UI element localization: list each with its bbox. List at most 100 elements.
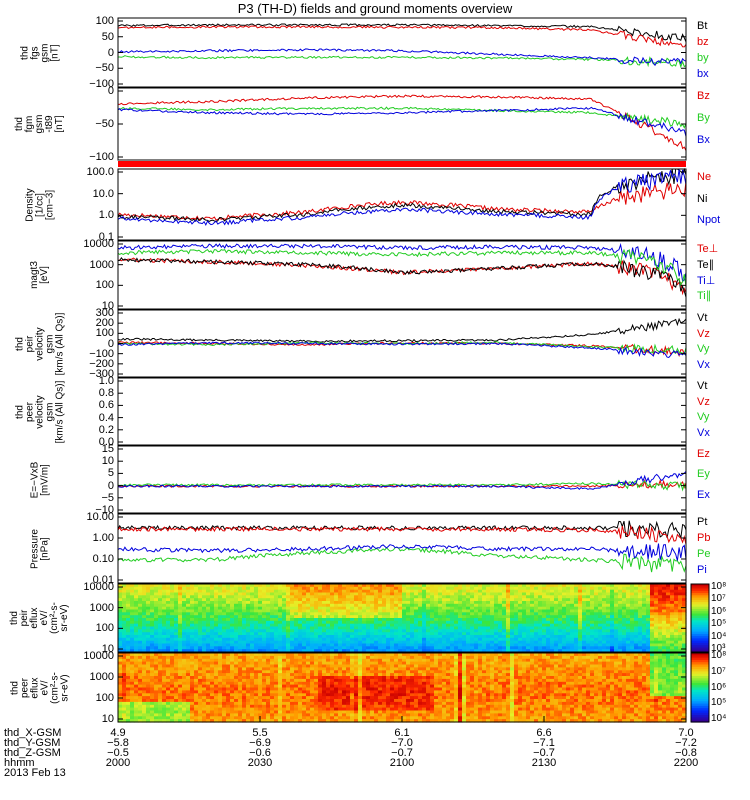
heatmap-cell	[262, 684, 267, 689]
heatmap-cell	[382, 609, 387, 613]
heatmap-cell	[550, 635, 555, 639]
heatmap-cell	[346, 707, 351, 712]
heatmap-cell	[262, 598, 267, 602]
heatmap-cell	[126, 623, 131, 628]
heatmap-cell	[206, 701, 211, 706]
heatmap-cell	[446, 601, 451, 605]
heatmap-cell	[146, 699, 151, 703]
heatmap-cell	[262, 584, 267, 588]
heatmap-cell	[562, 612, 567, 616]
heatmap-cell	[538, 603, 543, 608]
heatmap-cell	[382, 637, 387, 642]
heatmap-cell	[294, 649, 299, 653]
heatmap-cell	[558, 601, 563, 605]
heatmap-cell	[254, 643, 259, 647]
heatmap-cell	[638, 606, 643, 611]
heatmap-cell	[186, 606, 191, 611]
heatmap-cell	[310, 598, 315, 602]
heatmap-cell	[134, 623, 139, 628]
heatmap-cell	[190, 719, 195, 723]
heatmap-cell	[146, 623, 151, 628]
heatmap-cell	[242, 664, 247, 668]
heatmap-cell	[346, 646, 351, 650]
heatmap-cell	[214, 649, 219, 653]
heatmap-cell	[502, 632, 507, 636]
heatmap-cell	[402, 603, 407, 608]
heatmap-cell	[266, 696, 271, 700]
heatmap-cell	[126, 609, 131, 613]
heatmap-cell	[342, 713, 347, 717]
heatmap-cell	[238, 719, 243, 723]
heatmap-cell	[202, 713, 207, 717]
heatmap-cell	[262, 704, 267, 709]
heatmap-cell	[194, 615, 199, 619]
heatmap-cell	[506, 609, 511, 613]
heatmap-cell	[242, 716, 247, 720]
heatmap-cell	[598, 595, 603, 599]
heatmap-cell	[278, 584, 283, 588]
heatmap-cell	[630, 620, 635, 625]
heatmap-cell	[190, 661, 195, 666]
heatmap-cell	[118, 710, 123, 714]
heatmap-cell	[314, 632, 319, 636]
heatmap-cell	[294, 696, 299, 700]
heatmap-cell	[322, 658, 327, 663]
heatmap-cell	[630, 629, 635, 633]
heatmap-cell	[338, 609, 343, 613]
heatmap-cell	[262, 626, 267, 630]
heatmap-cell	[226, 719, 231, 723]
heatmap-cell	[414, 598, 419, 602]
heatmap-cell	[530, 598, 535, 602]
heatmap-cell	[394, 601, 399, 605]
heatmap-cell	[342, 626, 347, 630]
heatmap-cell	[310, 649, 315, 653]
heatmap-cell	[286, 586, 291, 591]
heatmap-cell	[342, 690, 347, 694]
heatmap-cell	[314, 678, 319, 683]
heatmap-cell	[442, 586, 447, 591]
heatmap-cell	[666, 615, 671, 619]
heatmap-cell	[242, 670, 247, 674]
heatmap-cell	[502, 601, 507, 605]
heatmap-cell	[142, 646, 147, 650]
heatmap-cell	[646, 629, 651, 633]
heatmap-cell	[202, 653, 207, 657]
heatmap-cell	[230, 646, 235, 650]
heatmap-cell	[518, 612, 523, 616]
heatmap-cell	[330, 646, 335, 650]
panel-frame	[117, 87, 687, 161]
heatmap-cell	[258, 664, 263, 668]
heatmap-cell	[158, 707, 163, 712]
heatmap-cell	[298, 681, 303, 686]
heatmap-cell	[130, 658, 135, 663]
heatmap-cell	[126, 603, 131, 608]
heatmap-cell	[314, 603, 319, 608]
heatmap-cell	[138, 643, 143, 647]
heatmap-cell	[414, 649, 419, 653]
heatmap-cell	[670, 584, 675, 588]
heatmap-cell	[322, 649, 327, 653]
heatmap-cell	[318, 687, 323, 691]
heatmap-cell	[554, 618, 559, 622]
heatmap-cell	[126, 620, 131, 625]
heatmap-cell	[218, 620, 223, 625]
heatmap-cell	[574, 649, 579, 653]
heatmap-cell	[570, 626, 575, 630]
heatmap-cell	[234, 620, 239, 625]
heatmap-cell	[594, 649, 599, 653]
heatmap-cell	[218, 693, 223, 697]
heatmap-cell	[338, 699, 343, 703]
heatmap-cell	[234, 584, 239, 588]
heatmap-cell	[394, 626, 399, 630]
heatmap-cell	[130, 646, 135, 650]
heatmap-cell	[418, 595, 423, 599]
heatmap-cell	[218, 623, 223, 628]
heatmap-cell	[294, 592, 299, 596]
heatmap-cell	[198, 690, 203, 694]
heatmap-cell	[486, 584, 491, 588]
heatmap-cell	[318, 658, 323, 663]
heatmap-cell	[158, 609, 163, 613]
heatmap-cell	[234, 676, 239, 680]
heatmap-cell	[314, 640, 319, 645]
heatmap-cell	[182, 701, 187, 706]
